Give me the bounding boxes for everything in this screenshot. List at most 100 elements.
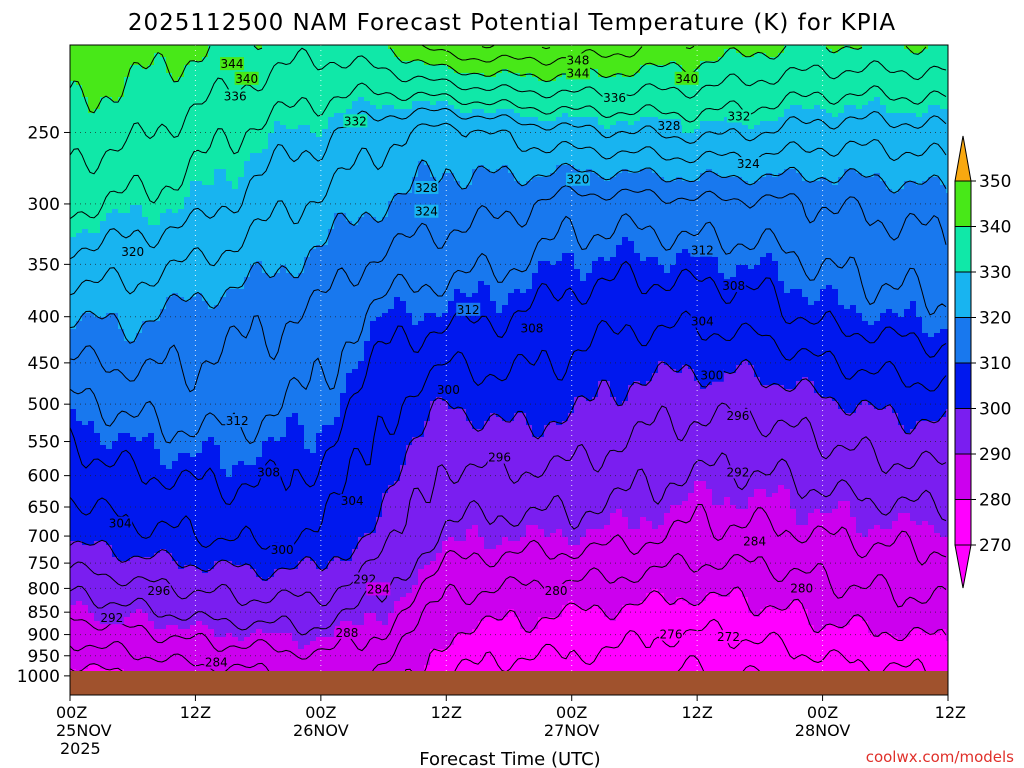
contour-label: 308	[521, 321, 544, 335]
contour-label-bg	[256, 465, 281, 479]
contour-line-292	[70, 452, 947, 636]
contour-label: 300	[700, 369, 723, 383]
contour-label: 284	[205, 656, 228, 670]
contour-label: 296	[147, 584, 170, 598]
colorbar-label: 300	[979, 400, 1011, 420]
colorbar-label: 320	[979, 309, 1011, 329]
contour-label: 288	[336, 626, 359, 640]
contour-label-bg	[270, 542, 295, 556]
contour-label-bg	[99, 611, 124, 625]
contour-label: 332	[727, 109, 750, 123]
x-tick-label: 12Z	[935, 703, 966, 722]
contour-label: 340	[675, 72, 698, 86]
contour-label-bg	[220, 57, 245, 71]
contour-label-bg	[690, 243, 715, 257]
contour-label: 336	[603, 91, 626, 105]
colorbar-label: 340	[979, 218, 1011, 238]
y-tick-label: 600	[28, 467, 60, 487]
y-tick-label: 400	[28, 308, 60, 328]
colorbar-segment	[954, 362, 972, 409]
x-tick-label: 00Z	[305, 703, 336, 722]
plot-area: 3443403363323283243203123083123083043043…	[70, 45, 948, 695]
contour-label: 280	[545, 584, 568, 598]
contour-label: 308	[722, 279, 745, 293]
contour-label-bg	[352, 572, 377, 586]
contour-label: 284	[367, 582, 390, 596]
contour-label-bg	[565, 172, 590, 186]
y-tick-label: 550	[28, 433, 60, 453]
ground-below-surface	[70, 671, 948, 695]
x-tick-label: 00Z	[556, 703, 587, 722]
colorbar-segment	[954, 271, 972, 318]
y-tick-label: 850	[28, 603, 60, 623]
contour-label: 304	[109, 517, 132, 531]
contour-label: 300	[437, 383, 460, 397]
colorbar-segment	[954, 453, 972, 500]
y-tick-label: 350	[28, 255, 60, 275]
y-tick-label: 500	[28, 395, 60, 415]
contour-label: 296	[726, 409, 749, 423]
contour-label: 328	[657, 119, 680, 133]
contour-line-348	[481, 45, 551, 50]
chart-title: 2025112500 NAM Forecast Potential Temper…	[128, 10, 896, 36]
x-tick-year: 2025	[60, 739, 101, 758]
contour-label-bg	[519, 321, 544, 335]
contour-label-bg	[146, 583, 171, 597]
x-axis-label: Forecast Time (UTC)	[419, 749, 600, 768]
contour-label: 320	[567, 173, 590, 187]
contour-label-bg	[366, 582, 391, 596]
contour-label: 328	[415, 181, 438, 195]
contour-label-bg	[223, 89, 248, 103]
contour-label: 304	[691, 315, 714, 329]
contour-label-bg	[120, 244, 145, 258]
contour-label-bg	[436, 382, 461, 396]
contour-label-bg	[487, 450, 512, 464]
colorbar-segment	[954, 317, 972, 364]
colorbar-segment	[954, 499, 972, 546]
x-tick-date: 26NOV	[293, 721, 349, 740]
x-tick-date: 25NOV	[56, 721, 112, 740]
contour-label: 300	[271, 543, 294, 557]
contour-label-bg	[725, 465, 750, 479]
contour-line-312	[70, 213, 947, 445]
grid-layer	[70, 45, 948, 695]
contour-label: 312	[226, 414, 249, 428]
pressure-axis: 250 300 350 400 450 500 550 600 650 700 750 800 850 9…	[17, 123, 70, 687]
contour-line-324	[70, 122, 947, 296]
contour-label: 348	[567, 53, 590, 67]
y-tick-label: 650	[28, 498, 60, 518]
colorbar-label: 270	[979, 536, 1011, 556]
contour-label: 344	[567, 66, 590, 80]
y-tick-label: 300	[28, 195, 60, 215]
colorbar: 350 340 330 320 310 300 290 280 270	[954, 135, 1011, 589]
contour-label: 284	[743, 535, 766, 549]
x-tick-date: 27NOV	[544, 721, 600, 740]
contour-line-304	[70, 310, 947, 550]
contour-label-bg	[725, 408, 750, 422]
colorbar-label: 330	[979, 263, 1011, 283]
contour-label: 344	[221, 57, 244, 71]
y-tick-label: 800	[28, 579, 60, 599]
contour-line-300	[70, 358, 947, 581]
contour-label-bg	[343, 114, 368, 128]
contour-label-bg	[789, 581, 814, 595]
contour-label: 320	[121, 245, 144, 259]
contour-label: 296	[488, 451, 511, 465]
contour-label-bg	[334, 625, 359, 639]
contour-label-bg	[456, 302, 481, 316]
y-tick-label: 250	[28, 123, 60, 143]
contour-line-328	[70, 107, 947, 260]
contour-fill-layer	[70, 45, 948, 695]
y-tick-label: 450	[28, 354, 60, 374]
contour-line-308	[70, 260, 947, 506]
contour-label-bg	[414, 180, 439, 194]
contour-label-bg	[602, 91, 627, 105]
contour-label: 280	[790, 581, 813, 595]
contour-label-bg	[565, 66, 590, 80]
colorbar-segment	[954, 180, 972, 227]
site-credit: coolwx.com/models	[866, 748, 1014, 766]
colorbar-label: 310	[979, 354, 1011, 374]
colorbar-label: 280	[979, 491, 1011, 511]
contour-label: 292	[100, 611, 123, 625]
